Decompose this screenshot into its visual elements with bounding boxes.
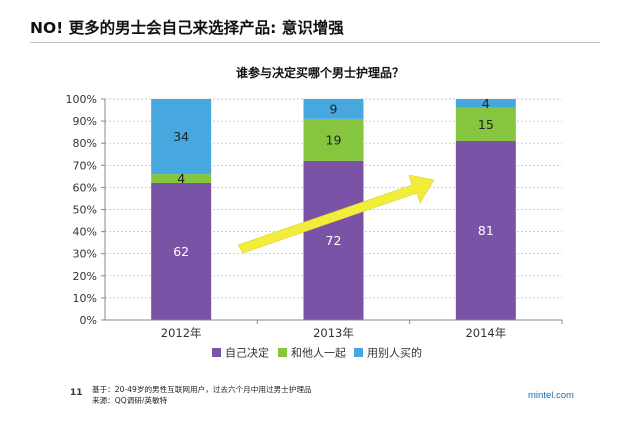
legend-label: 自己决定	[225, 346, 269, 360]
bars-layer	[151, 99, 516, 320]
trend-arrow	[237, 174, 435, 254]
footnote-base: 基于：20-49岁的男性互联网用户，过去六个月中用过男士护理品	[92, 385, 312, 394]
y-tick-label: 50%	[73, 204, 97, 217]
data-label: 9	[330, 101, 338, 116]
y-tick-label: 20%	[73, 270, 97, 283]
data-label: 4	[177, 171, 185, 186]
bar-segment	[151, 174, 212, 183]
y-tick-label: 80%	[73, 137, 97, 150]
data-label: 81	[478, 223, 494, 238]
chart-title: 谁参与决定买哪个男士护理品？	[236, 65, 404, 80]
bar-segment	[151, 99, 212, 175]
y-tick-label: 60%	[73, 181, 97, 194]
y-tick-label: 30%	[73, 248, 97, 261]
x-tick-label: 2013年	[313, 326, 354, 340]
footnote-source: 来源：QQ调研/英敏特	[92, 396, 168, 405]
data-label: 72	[326, 233, 342, 248]
axis-layer: 0% 10% 20% 30% 40% 50% 60% 70% 80% 90% 100% 2012年 20…	[66, 93, 563, 340]
data-label: 62	[173, 244, 189, 259]
legend: 自己决定 和他人一起 用别人买的	[212, 346, 422, 360]
page-title: NO! 更多的男士会自己来选择产品: 意识增强	[30, 19, 344, 37]
data-label: 34	[173, 129, 189, 144]
labels-layer: 62 4 34 72 19 9 81 15 4	[173, 96, 494, 259]
y-tick-label: 0%	[80, 314, 97, 327]
legend-label: 用别人买的	[367, 346, 422, 360]
bar-segment	[455, 140, 516, 320]
bar-segment	[303, 118, 364, 161]
bar-segment	[303, 160, 364, 320]
data-label: 15	[478, 117, 494, 132]
legend-label: 和他人一起	[291, 347, 346, 360]
legend-swatch	[278, 348, 287, 357]
trend-arrow-layer	[237, 174, 435, 254]
y-tick-label: 10%	[73, 292, 97, 305]
title-divider	[30, 42, 600, 43]
brand-link[interactable]: mintel.com	[528, 390, 574, 401]
bar-segment	[455, 107, 516, 141]
y-tick-label: 40%	[73, 226, 97, 239]
footnote: 基于：20-49岁的男性互联网用户，过去六个月中用过男士护理品 来源：QQ调研/…	[92, 384, 312, 406]
x-tick-label: 2012年	[161, 326, 202, 340]
data-label: 4	[482, 96, 490, 111]
data-label: 19	[326, 132, 342, 147]
legend-swatch	[212, 348, 221, 357]
bar-segment	[455, 99, 516, 108]
y-tick-label: 100%	[66, 93, 97, 106]
y-tick-label: 70%	[73, 159, 97, 172]
bar-segment	[303, 99, 364, 119]
y-tick-label: 90%	[73, 115, 97, 128]
page-number: 11	[70, 388, 83, 398]
x-tick-label: 2014年	[465, 326, 506, 340]
legend-swatch	[354, 348, 363, 357]
bar-segment	[151, 182, 212, 320]
